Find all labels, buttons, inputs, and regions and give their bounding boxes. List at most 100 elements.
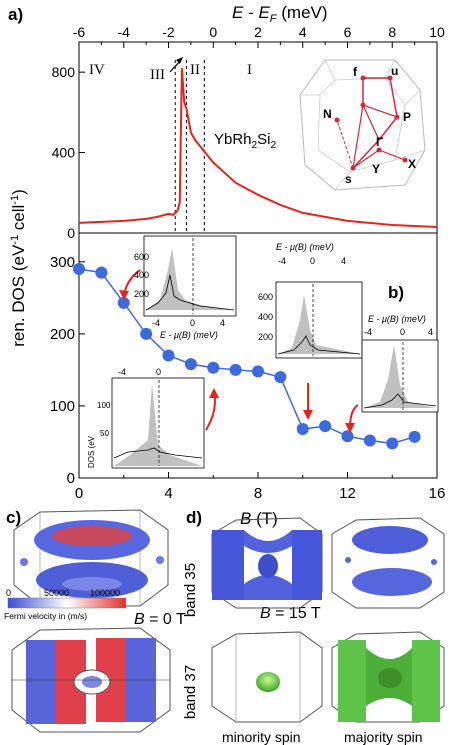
panel-b-xtick-label: 16 bbox=[429, 485, 446, 502]
inset4-ytick-100: 100 bbox=[97, 401, 111, 410]
panel-a: a) E - EF (meV) -6 -4 -2 0 2 4 6 8 10 0 400 800 IV… bbox=[8, 3, 445, 241]
panel-b-ytick-label: 0 bbox=[67, 470, 75, 487]
data-point bbox=[363, 434, 376, 447]
inset3-xtick-neg4: -4 bbox=[364, 327, 372, 337]
bz-label-s: s bbox=[345, 172, 352, 186]
inset3-xtick-4: 4 bbox=[428, 327, 433, 337]
inset1-xlabel: E - μ(B) (meV) bbox=[160, 330, 218, 340]
dos-curve bbox=[78, 68, 438, 228]
fermi-surface-bottom bbox=[11, 627, 171, 733]
inset4-xtick-0: 0 bbox=[156, 367, 161, 377]
band-35-label: band 35 bbox=[182, 563, 199, 617]
colorbar-tick-0: 0 bbox=[6, 588, 11, 598]
data-point bbox=[73, 263, 85, 276]
panel-c-label: c) bbox=[6, 508, 21, 527]
data-point bbox=[95, 266, 108, 279]
top-tick-label: 6 bbox=[344, 24, 352, 40]
data-point bbox=[162, 349, 175, 362]
panel-a-y-ticks: 0 400 800 bbox=[52, 64, 85, 241]
panel-c-field-label: B = 0 T bbox=[134, 611, 186, 628]
inset-1: 600 400 200 -4 0 4 E - μ(B) (meV) bbox=[134, 235, 237, 340]
panel-b-xtick-label: 8 bbox=[254, 485, 262, 502]
region-label-i: I bbox=[247, 62, 252, 78]
inset4-ytick-50: 50 bbox=[100, 429, 109, 438]
y-axis-label: ren. DOS (eV-1 cell-1) bbox=[9, 189, 28, 347]
colorbar-tick-50000: 50000 bbox=[44, 588, 69, 598]
inset2-ytick-600: 600 bbox=[258, 292, 273, 302]
panel-d: d) band 35 band 37 B = 15 T bbox=[182, 508, 445, 745]
arrow-4-head bbox=[345, 423, 355, 433]
top-tick-label: 2 bbox=[254, 24, 262, 40]
inset1-xtick-4: 4 bbox=[220, 318, 225, 328]
dos-vs-field-line bbox=[78, 268, 415, 445]
inset-2: -4 0 4 E - μ(B) (meV) 600 400 200 bbox=[258, 242, 363, 359]
inset1-ytick-400: 400 bbox=[134, 270, 149, 280]
top-tick-label: 10 bbox=[429, 24, 445, 40]
region-dashed-lines bbox=[174, 60, 205, 233]
inset1-xtick-0: 0 bbox=[190, 318, 195, 328]
panel-b-xtick-label: 4 bbox=[164, 485, 172, 502]
band35-majority-fs bbox=[331, 517, 445, 609]
inset-4: -4 0 100 50 DOS (eV bbox=[87, 367, 205, 469]
bz-label-u: u bbox=[391, 64, 398, 78]
data-point bbox=[274, 371, 287, 384]
inset4-xtick-neg4: -4 bbox=[118, 367, 126, 377]
region-label-iv: IV bbox=[89, 62, 105, 78]
data-point bbox=[117, 296, 130, 309]
inset2-xtick-0: 0 bbox=[310, 256, 315, 266]
arrow-2-head bbox=[209, 388, 219, 398]
band35-minority-fs bbox=[211, 517, 323, 609]
inset2-ytick-400: 400 bbox=[258, 312, 273, 322]
panel-d-label: d) bbox=[186, 508, 202, 527]
panel-b-xtick-label: 12 bbox=[339, 485, 356, 502]
inset3-xlabel: E - μ(B) (meV) bbox=[368, 314, 426, 324]
top-tick-label: 8 bbox=[388, 24, 396, 40]
panel-a-ytick-label: 0 bbox=[67, 225, 75, 241]
bz-label-p: P bbox=[403, 110, 411, 124]
inset2-ytick-200: 200 bbox=[258, 332, 273, 342]
panel-b-ytick-label: 100 bbox=[50, 398, 75, 415]
inset2-xtick-4: 4 bbox=[341, 256, 346, 266]
panel-b-ytick-label: 300 bbox=[50, 254, 75, 271]
data-point bbox=[296, 423, 309, 435]
colorbar-label: Fermi velocity in (m/s) bbox=[4, 611, 87, 621]
band37-majority-fs bbox=[331, 631, 445, 723]
data-point bbox=[252, 365, 264, 378]
top-tick-label: 4 bbox=[299, 24, 307, 40]
panel-b-ytick-label: 200 bbox=[50, 326, 75, 343]
bz-label-y: Y bbox=[372, 162, 380, 176]
inset1-ytick-200: 200 bbox=[134, 289, 149, 299]
data-point bbox=[408, 430, 421, 443]
compound-label: YbRh2Si2 bbox=[214, 131, 276, 151]
top-tick-label: 0 bbox=[209, 24, 217, 40]
inset2-xtick-neg4: -4 bbox=[278, 256, 286, 266]
top-axis-ticks: -6 -4 -2 0 2 4 6 8 10 bbox=[73, 24, 445, 48]
panel-c: c) 0 50000 100000 Fermi velocity in (m/s… bbox=[4, 508, 186, 733]
data-point bbox=[140, 327, 153, 340]
top-tick-label: -2 bbox=[162, 24, 175, 40]
majority-spin-label: majority spin bbox=[344, 729, 423, 745]
top-axis-label: E - EF (meV) bbox=[232, 3, 328, 25]
colorbar bbox=[7, 597, 127, 609]
data-point bbox=[341, 430, 354, 443]
inset2-xlabel: E - μ(B) (meV) bbox=[276, 242, 334, 252]
fermi-surface-top bbox=[13, 509, 169, 607]
bz-label-gamma: Γ bbox=[376, 135, 384, 149]
dos-vs-field-points bbox=[73, 263, 421, 450]
brillouin-zone-inset: f u N P Γ s Y X bbox=[299, 59, 426, 191]
region-label-ii: II bbox=[190, 62, 200, 78]
minority-spin-label: minority spin bbox=[222, 729, 301, 745]
panel-a-label: a) bbox=[8, 5, 23, 24]
data-point bbox=[207, 361, 220, 374]
colorbar-tick-100000: 100000 bbox=[90, 588, 120, 598]
inset1-ytick-600: 600 bbox=[134, 252, 149, 262]
panel-a-ytick-label: 400 bbox=[52, 145, 76, 161]
band-37-label: band 37 bbox=[182, 665, 199, 719]
top-tick-label: -4 bbox=[118, 24, 131, 40]
panel-a-ytick-label: 800 bbox=[52, 64, 76, 80]
arrow-1-head bbox=[119, 290, 129, 300]
bz-label-n: N bbox=[323, 107, 332, 121]
inset-3: -4 0 4 E - μ(B) (meV) bbox=[361, 314, 439, 413]
top-tick-label: -6 bbox=[73, 24, 86, 40]
